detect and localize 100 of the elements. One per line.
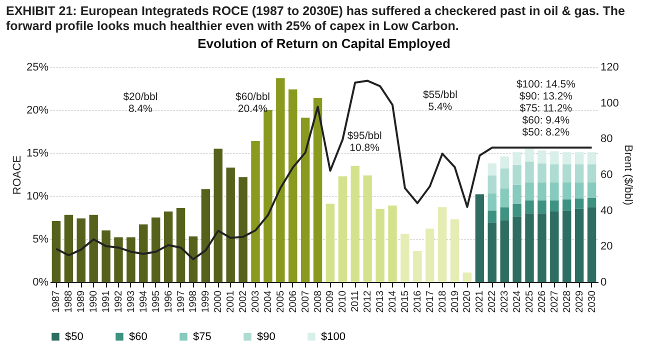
x-tick-label: 1992 <box>114 290 124 313</box>
x-tick-label: 2009 <box>325 290 336 313</box>
legend-label: $50 <box>65 330 84 343</box>
bar <box>426 228 434 282</box>
bar <box>574 182 584 199</box>
y-tick-label: 20% <box>26 104 49 116</box>
bar <box>276 78 285 282</box>
bar <box>176 208 186 282</box>
bar <box>226 168 235 282</box>
bar <box>574 164 584 182</box>
bar <box>52 220 61 282</box>
bar <box>512 152 522 166</box>
bar <box>512 165 522 185</box>
bar <box>475 194 484 282</box>
bar <box>64 214 74 282</box>
x-tick-label: 2017 <box>424 290 436 313</box>
bar <box>525 182 534 200</box>
annotation: $100: 14.5% $90: 13.2% $75: 11.2% $60: 9.4% $50: 8.2% <box>516 78 576 139</box>
bar <box>574 198 584 209</box>
bar <box>587 207 596 282</box>
bar <box>214 148 222 282</box>
bar <box>188 236 198 282</box>
y2-tick-label: 60 <box>600 169 613 181</box>
y-tick-label: 25% <box>26 62 49 74</box>
bar <box>488 210 496 223</box>
x-tick-label: 1999 <box>200 290 212 313</box>
legend-label: $60 <box>129 330 148 343</box>
bar <box>550 182 559 200</box>
bar <box>126 237 136 282</box>
x-tick-label: 2024 <box>512 290 524 313</box>
bar <box>114 237 123 282</box>
x-tick-label: 2002 <box>238 290 250 313</box>
x-tick-label: 2003 <box>250 290 262 313</box>
bar <box>89 214 98 282</box>
x-tick-label: 2022 <box>487 290 498 313</box>
bar <box>538 150 546 164</box>
bar <box>512 184 522 204</box>
y2-tick-label: 0 <box>600 276 607 288</box>
x-tick-label: 2010 <box>338 290 349 313</box>
x-tick-label: 2015 <box>400 290 411 313</box>
x-tick-label: 2001 <box>226 290 237 313</box>
x-tick-label: 2007 <box>300 290 312 313</box>
x-tick-label: 2005 <box>275 290 286 313</box>
bar <box>574 152 584 164</box>
bar <box>152 218 160 282</box>
bar <box>525 162 534 182</box>
y2-tick-label: 100 <box>600 97 619 110</box>
x-tick-label: 2028 <box>562 290 573 313</box>
bar <box>538 200 546 214</box>
x-tick-label: 2000 <box>213 290 224 313</box>
legend-label: $75 <box>193 330 212 343</box>
x-tick-label: 2023 <box>500 290 511 313</box>
y2-tick-label: 80 <box>600 133 613 146</box>
x-tick-label: 2011 <box>350 290 362 312</box>
x-tick-label: 1994 <box>138 290 150 313</box>
x-tick-label: 1990 <box>88 290 100 313</box>
bar <box>164 211 173 282</box>
x-tick-label: 2006 <box>288 290 299 313</box>
bar <box>525 213 534 282</box>
x-tick-label: 1987 <box>51 290 62 313</box>
bar <box>288 89 298 282</box>
bar <box>550 211 559 282</box>
x-tick-label: 1993 <box>126 290 137 313</box>
bar <box>587 164 596 182</box>
bar <box>550 200 559 212</box>
x-tick-label: 2008 <box>312 290 324 313</box>
x-tick-label: 2016 <box>412 290 424 313</box>
x-tick-label: 2027 <box>549 290 560 313</box>
x-tick-label: 1998 <box>188 290 200 313</box>
bar <box>313 98 322 282</box>
bar <box>450 219 460 282</box>
bar <box>488 222 496 282</box>
bar <box>400 234 410 282</box>
x-tick-label: 1996 <box>163 290 174 313</box>
bar <box>562 199 572 211</box>
x-tick-label: 2004 <box>262 290 274 313</box>
bar <box>488 175 496 194</box>
bar <box>587 182 596 198</box>
bar <box>512 216 522 282</box>
bar <box>587 198 596 208</box>
legend-label: $90 <box>257 330 276 343</box>
bar <box>525 200 534 214</box>
y-axis-title: ROACE <box>11 155 24 195</box>
x-tick-label: 2020 <box>462 290 474 313</box>
bar <box>350 166 360 282</box>
x-tick-label: 2021 <box>474 290 486 313</box>
bar <box>562 152 572 164</box>
bar <box>538 213 546 282</box>
x-tick-label: 1988 <box>64 290 75 313</box>
bar <box>438 207 447 282</box>
bar <box>538 182 546 200</box>
bar <box>587 152 596 164</box>
annotation: $20/bbl 8.4% <box>123 91 158 116</box>
bar <box>500 188 509 208</box>
bar <box>500 168 509 188</box>
chart-subtitle: EXHIBIT 21: European Integrateds ROCE (1987 to 2030E) has suffered a checkered past in oil & gas. The forward profile looks much healthier even with 25% of capex in Low Carbon. <box>6 4 626 34</box>
x-tick-label: 2012 <box>362 290 374 313</box>
x-tick-label: 2025 <box>524 290 536 313</box>
bar <box>500 156 509 168</box>
bar <box>462 272 472 282</box>
